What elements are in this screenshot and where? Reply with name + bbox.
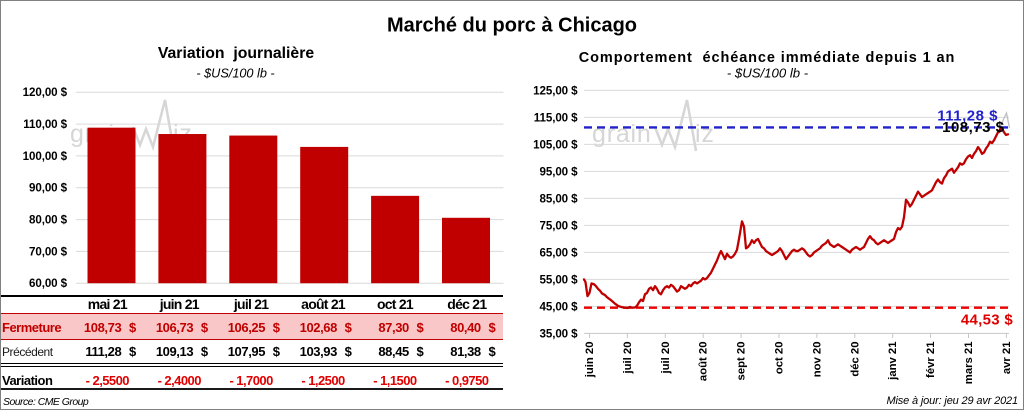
svg-text:avr 21: avr 21 bbox=[1001, 342, 1013, 375]
svg-text:janv 21: janv 21 bbox=[887, 342, 899, 381]
svg-text:- $US/100 lb -: - $US/100 lb - bbox=[196, 67, 274, 81]
svg-text:nov 20: nov 20 bbox=[811, 342, 823, 378]
svg-text:Marché du porc à Chicago: Marché du porc à Chicago bbox=[387, 15, 637, 37]
svg-text:108,73 $: 108,73 $ bbox=[942, 119, 1005, 136]
svg-text:grain: grain bbox=[592, 120, 652, 148]
svg-text:Comportement échéance immédia: Comportement échéance immédiate depuis 1… bbox=[579, 50, 955, 66]
svg-text:100,00 $: 100,00 $ bbox=[23, 150, 68, 163]
svg-text:août 20: août 20 bbox=[698, 342, 710, 382]
svg-text:44,53 $: 44,53 $ bbox=[961, 312, 1014, 329]
svg-text:- $US/100 lb -: - $US/100 lb - bbox=[727, 66, 809, 81]
svg-text:115,00 $: 115,00 $ bbox=[534, 111, 578, 124]
svg-text:déc 20: déc 20 bbox=[849, 342, 861, 377]
svg-text:70,00 $: 70,00 $ bbox=[29, 245, 68, 258]
svg-text:65,00 $: 65,00 $ bbox=[540, 246, 579, 259]
svg-text:110,00 $: 110,00 $ bbox=[23, 118, 67, 131]
svg-text:90,00 $: 90,00 $ bbox=[29, 182, 68, 195]
svg-text:80,00 $: 80,00 $ bbox=[29, 213, 68, 226]
svg-text:120,00 $: 120,00 $ bbox=[23, 86, 68, 99]
svg-text:iz: iz bbox=[695, 120, 715, 148]
svg-text:95,00 $: 95,00 $ bbox=[540, 165, 579, 178]
svg-text:45,00 $: 45,00 $ bbox=[540, 300, 579, 313]
svg-text:60,00 $: 60,00 $ bbox=[29, 277, 68, 290]
svg-text:mars 21: mars 21 bbox=[963, 342, 975, 385]
svg-text:35,00 $: 35,00 $ bbox=[540, 327, 579, 340]
svg-text:juil 20: juil 20 bbox=[622, 342, 634, 375]
svg-text:juin 20: juin 20 bbox=[584, 342, 596, 379]
svg-text:111,28 $: 111,28 $ bbox=[937, 108, 998, 125]
svg-text:125,00 $: 125,00 $ bbox=[533, 84, 578, 97]
svg-text:oct 20: oct 20 bbox=[774, 342, 786, 375]
svg-text:sept 20: sept 20 bbox=[736, 342, 748, 381]
svg-text:105,00 $: 105,00 $ bbox=[533, 138, 578, 151]
svg-text:Variation journalière: Variation journalière bbox=[158, 45, 314, 62]
svg-text:févr 21: févr 21 bbox=[925, 342, 937, 378]
svg-text:75,00 $: 75,00 $ bbox=[540, 219, 579, 232]
svg-text:juil 20: juil 20 bbox=[660, 342, 672, 375]
svg-text:55,00 $: 55,00 $ bbox=[540, 273, 579, 286]
svg-text:85,00 $: 85,00 $ bbox=[540, 192, 579, 205]
